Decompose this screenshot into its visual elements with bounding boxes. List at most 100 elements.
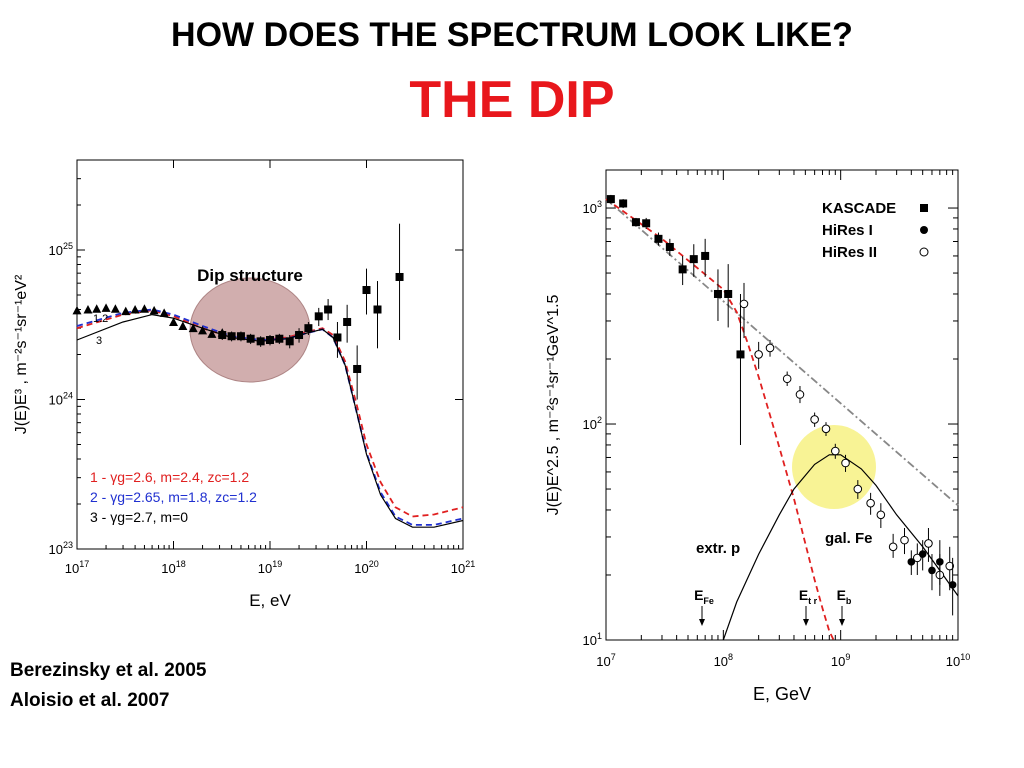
slide-subtitle: THE DIP (409, 71, 615, 129)
hires2-point (821, 424, 831, 434)
kascade-point (713, 289, 722, 298)
kascade-point (736, 350, 745, 359)
legend-entry: HiRes II (822, 244, 877, 261)
data-square (227, 332, 236, 341)
data-square (218, 331, 227, 340)
y-tick-label: 1023 (49, 540, 73, 557)
hires2-point (900, 535, 909, 545)
x-tick-label: 1018 (161, 559, 185, 576)
kascade-point (654, 234, 663, 243)
data-square (256, 337, 265, 346)
kascade-point (724, 289, 733, 298)
x-tick-label: 1017 (65, 559, 89, 576)
hires1-point (948, 581, 957, 589)
plot-frame (605, 169, 959, 641)
data-triangle (92, 304, 102, 313)
hires2-point (765, 343, 775, 353)
hires2-point (876, 510, 886, 520)
hires1-point (936, 558, 944, 566)
x-tick-label: 1021 (451, 559, 475, 576)
kascade-point (631, 218, 640, 227)
energy-marker-efe: EFe (694, 587, 714, 606)
hires2-point (866, 498, 875, 508)
hires2-point (841, 458, 850, 468)
hires2-point (810, 415, 819, 424)
annotation-extr-p: extr. p (696, 540, 740, 557)
hires2-point (853, 484, 863, 494)
data-triangle (139, 304, 149, 313)
slide-title: HOW DOES THE SPECTRUM LOOK LIKE? (171, 16, 853, 54)
data-triangle (72, 305, 82, 315)
data-square (343, 317, 352, 326)
citation-berezinsky: Berezinsky et al. 2005 (10, 660, 207, 681)
data-triangle (178, 321, 188, 331)
legend-marker-filled-circle (920, 226, 928, 234)
data-square (373, 305, 382, 314)
chart-dip-model: 1017 1018 1019 1020 1021 1023 1024 1025 E, eV J(E… (13, 159, 475, 610)
legend-entry: KASCADE (822, 200, 896, 217)
data-square (266, 336, 274, 345)
data-triangle (110, 304, 120, 313)
data-square (285, 337, 294, 346)
y-axis-label: J(E)E^2.5 , m⁻²s⁻¹sr⁻¹GeV^1.5 (545, 294, 562, 515)
y-tick-label: 1024 (49, 391, 73, 408)
hires1-point (907, 558, 916, 566)
hires1-point (918, 550, 927, 558)
legend-marker-open-circle (919, 247, 929, 257)
hires2-point (888, 542, 898, 552)
data-triangle (207, 329, 217, 338)
y-tick-label: 101 (583, 631, 602, 648)
data-triangle (198, 325, 208, 335)
hires2-point (795, 390, 805, 399)
data-square (395, 272, 404, 281)
data-triangle (83, 304, 93, 314)
data-triangle (149, 305, 159, 315)
hires2-point (739, 299, 749, 309)
model-curve (605, 198, 835, 641)
data-square (333, 333, 342, 342)
energy-marker-etr-arrow-head (803, 619, 809, 626)
hires2-point (782, 374, 792, 384)
energy-marker-etr: Et r (799, 587, 818, 606)
kascade-point (678, 265, 687, 274)
x-tick-label: 109 (831, 652, 850, 669)
data-square (304, 324, 313, 333)
energy-marker-efe-arrow-head (699, 619, 705, 626)
x-axis-label: E, GeV (753, 684, 811, 704)
legend-entry: 2 - γg=2.65, m=1.8, zc=1.2 (90, 489, 257, 505)
x-tick-label: 1020 (354, 559, 378, 576)
energy-marker-eb-arrow-head (839, 619, 845, 626)
kascade-point (606, 195, 615, 204)
annotation-gal-fe: gal. Fe (825, 530, 873, 547)
data-triangle (130, 304, 140, 314)
x-tick-label: 107 (596, 652, 615, 669)
data-square (353, 364, 362, 373)
kascade-point (701, 251, 710, 260)
curve-label-3: 3 (96, 335, 102, 347)
x-tick-label: 1010 (946, 652, 970, 669)
data-triangle (188, 323, 198, 333)
legend-entry: 3 - γg=2.7, m=0 (90, 509, 188, 525)
x-tick-label: 108 (714, 652, 733, 669)
hires2-point (754, 350, 763, 359)
x-axis-label: E, eV (249, 591, 291, 610)
data-triangle (169, 317, 178, 326)
hires2-point (924, 539, 933, 548)
kascade-point (642, 219, 651, 228)
curve-label-12: 1.2 (93, 313, 108, 325)
hires2-point (830, 446, 840, 456)
kascade-point (665, 243, 674, 252)
citation-aloisio: Aloisio et al. 2007 (10, 690, 170, 711)
hires2-point (913, 553, 922, 563)
hires2-point (945, 561, 955, 571)
data-triangle (121, 306, 131, 316)
data-square (324, 305, 333, 314)
y-tick-label: 102 (583, 415, 602, 432)
y-axis-label: J(E)E³ , m⁻²s⁻¹sr⁻¹eV² (13, 274, 30, 434)
kascade-point (689, 255, 698, 264)
knee-highlight (792, 425, 876, 509)
data-square (236, 332, 245, 341)
legend-entry: HiRes I (822, 222, 873, 239)
data-triangle (101, 303, 111, 312)
